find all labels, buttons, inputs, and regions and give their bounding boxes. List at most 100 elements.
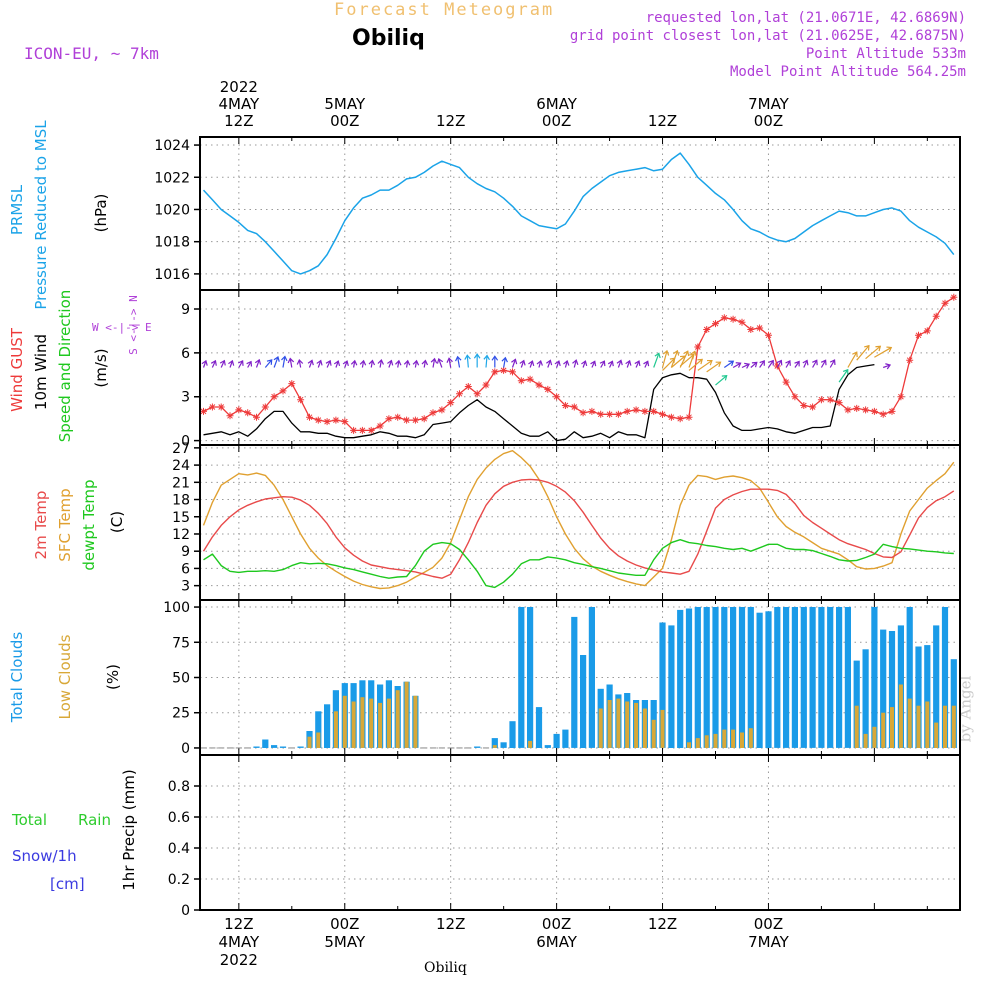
wind-arrow-head-101 (680, 355, 686, 361)
gust-marker-shape-18 (358, 426, 366, 434)
low-cloud-bar-17 (351, 701, 356, 748)
temp-label-3: dewpt Temp (80, 479, 98, 570)
wind-arrow-head-9 (281, 355, 288, 362)
gust-marker-shape-84 (941, 299, 949, 307)
low-cloud-bar-75 (863, 733, 868, 748)
model-altitude: Model Point Altitude 564.25m (729, 64, 966, 80)
wind-arrow-head-13 (316, 359, 323, 366)
total-cloud-bar-76 (871, 607, 878, 748)
wind-ytick-label-3: 9 (181, 302, 190, 318)
wind-arrow-head-43 (581, 360, 588, 367)
pressure-unit: (hPa) (92, 194, 110, 233)
wind-arrow-head-19 (368, 359, 376, 366)
wind-arrow-shaft-43 (582, 360, 586, 368)
pressure-label-1: PRMSL (8, 184, 26, 235)
low-cloud-bar-33 (492, 745, 497, 748)
low-cloud-bar-76 (872, 726, 877, 748)
wind-arrow-shaft-104 (697, 360, 713, 371)
low-cloud-bar-45 (598, 708, 603, 748)
low-cloud-bar-78 (890, 707, 894, 748)
gust-marker-shape-7 (261, 403, 269, 411)
gust-marker-36 (517, 377, 525, 385)
wind-arrow-13 (316, 359, 323, 368)
gust-marker-16 (341, 418, 349, 426)
gust-marker-shape-13 (314, 416, 322, 424)
gust-marker-shape-17 (350, 426, 358, 434)
wind-arrow-head-10 (287, 357, 295, 364)
wind-arrow-37 (528, 360, 535, 368)
wind-arrow-head-1 (210, 359, 217, 366)
wind-arrow-shaft-38 (538, 360, 542, 368)
wind-arrow-shaft-51 (653, 353, 660, 368)
wind-arrow-shaft-2 (220, 360, 225, 368)
wind-arrow-shaft-11 (298, 359, 302, 368)
pressure-line (202, 152, 955, 275)
wind-arrow-shaft-25 (423, 360, 427, 368)
wind-arrow-32 (483, 354, 490, 368)
wind-arrow-shaft-41 (564, 360, 568, 368)
wind-arrow-shaft-110 (750, 362, 758, 368)
low-cloud-bar-82 (925, 701, 930, 748)
cloud-unit: (%) (104, 664, 122, 690)
gust-marker-shape-5 (244, 409, 252, 417)
gust-marker-shape-72 (835, 399, 843, 407)
gust-marker-12 (306, 413, 313, 421)
low-cloud-bar-37 (528, 740, 533, 748)
gust-marker-55 (685, 413, 693, 421)
wind-arrow-shaft-7 (264, 359, 273, 368)
temp-ytick-label-0: 3 (181, 579, 190, 595)
wind-arrow-124 (874, 346, 893, 358)
gust-marker-shape-77 (879, 410, 887, 418)
total-cloud-bar-75 (862, 649, 869, 748)
temp-unit: (C) (108, 511, 126, 533)
total-cloud-bar-83 (933, 625, 940, 748)
low-cloud-bar-21 (386, 698, 391, 748)
gust-marker-shape-56 (694, 343, 702, 351)
low-cloud-bar-52 (660, 709, 665, 748)
gust-marker-shape-78 (888, 407, 896, 415)
gust-marker-17 (350, 426, 358, 434)
gust-marker-23 (403, 416, 411, 424)
wind-arrow-42 (572, 359, 579, 368)
gust-marker-shape-34 (500, 366, 508, 374)
gust-marker-shape-36 (517, 377, 525, 385)
gust-marker-shape-67 (791, 393, 799, 401)
wind-arrow-head-18 (359, 359, 367, 366)
wind-arrow-shaft-121 (847, 351, 858, 368)
wind-arrow-head-26 (430, 357, 438, 364)
wind-arrow-34 (501, 356, 508, 368)
gust-marker-31 (473, 390, 481, 398)
meteogram-title: Forecast Meteogram (334, 0, 555, 20)
total-cloud-bar-57 (703, 607, 710, 748)
gust-marker-shape-53 (667, 413, 675, 421)
wind-arrow-shaft-36 (520, 360, 525, 368)
wind-arrow-shaft-107 (723, 360, 734, 368)
gust-marker-40 (553, 393, 561, 401)
wind-arrow-head-123 (875, 345, 882, 352)
gust-marker-shape-85 (950, 293, 958, 301)
gust-marker-14 (323, 418, 331, 426)
gust-marker-shape-42 (570, 403, 578, 411)
low-cloud-bar-61 (740, 732, 744, 748)
wind-arrow-51 (653, 352, 661, 368)
pressure-frame (199, 136, 961, 291)
wind-arrow-111 (759, 360, 765, 368)
precip-ytick-label-0: 0 (181, 903, 190, 919)
total-cloud-bar-43 (580, 655, 587, 748)
gust-marker-shape-61 (738, 318, 746, 326)
total-cloud-bar-33 (491, 738, 498, 748)
total-cloud-bar-37 (527, 607, 534, 748)
gust-marker-64 (765, 331, 772, 339)
gust-marker-62 (747, 326, 755, 333)
wind-arrow-shaft-23 (405, 360, 409, 368)
total-cloud-bar-73 (844, 607, 851, 748)
wind-arrow-shaft-52 (661, 350, 668, 368)
wind-arrow-head-119 (829, 359, 836, 365)
wind-arrow-49 (634, 360, 641, 368)
top-time-label-1-0: 5MAY (324, 95, 366, 113)
wind-arrow-shaft-103 (688, 358, 703, 371)
wind-arrow-head-2 (219, 359, 226, 366)
cloud-ytick-label-1: 25 (172, 706, 190, 722)
wind-arrow-shaft-48 (626, 360, 631, 368)
